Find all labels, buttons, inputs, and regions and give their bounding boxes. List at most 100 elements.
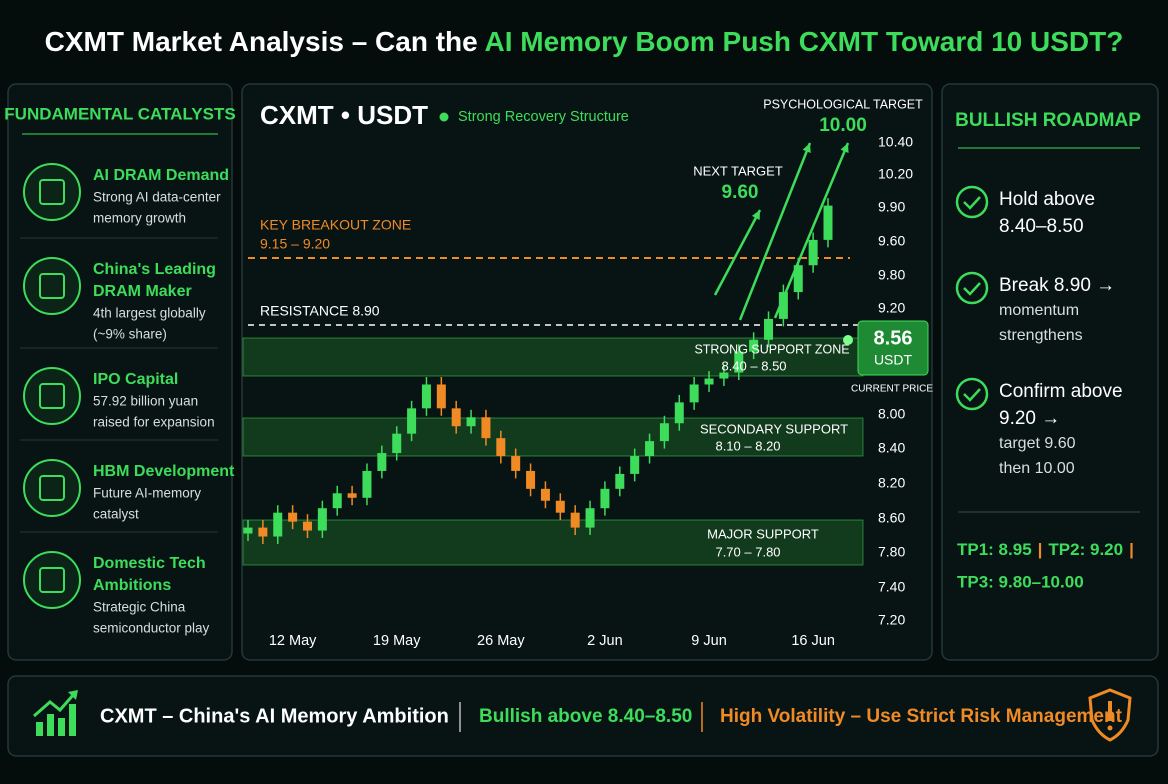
y-axis-label: 10.20 [878,166,913,182]
candle-body [778,292,788,319]
candle-body [347,493,357,498]
roadmap-text: target 9.60 [999,435,1076,452]
candle-body [585,508,595,528]
candle-body [481,417,491,439]
check-mark [963,388,981,402]
catalyst-text: Future AI-memory [93,486,201,501]
catalyst-text: raised for expansion [93,415,215,430]
icon-glyph [39,179,65,205]
candle-body [689,384,699,403]
catalyst-text: Strong AI data-center [93,190,221,205]
candle-body [764,318,774,340]
footer-name: CXMT – China's AI Memory Ambition [100,705,449,727]
candle-body [645,441,655,457]
chart-panel [241,83,933,661]
candle-body [451,408,461,427]
candle-body [332,493,342,509]
annotation: PSYCHOLOGICAL TARGET [763,97,923,111]
y-axis-label: 8.40 [878,440,905,456]
candle-body [421,384,431,409]
catalyst-text: Strategic China [93,600,186,615]
annotation: 9.15 – 9.20 [260,236,330,252]
candle-body [436,384,446,409]
candle-body [377,453,387,471]
catalyst-text: 57.92 billion yuan [93,394,198,409]
roadmap-lead: Hold above [999,189,1095,210]
candle-body [496,438,506,457]
candle-body [273,512,283,537]
candle-body [749,339,759,352]
y-axis-label: 7.20 [878,612,905,628]
candle-body [511,456,521,471]
catalyst-text: (~9% share) [93,327,167,342]
tp3: TP3: 9.80–10.00 [957,572,1084,591]
candle-body [317,508,327,531]
footer-risk: High Volatility – Use Strict Risk Manage… [720,706,1123,727]
roadmap-lead: 8.40–8.50 [999,216,1084,237]
arrow-head [840,143,849,153]
title: CXMT Market Analysis – Can the AI Memory… [45,26,1124,57]
chart-subtitle: Strong Recovery Structure [458,109,629,125]
y-axis-label: 8.20 [878,475,905,491]
annotation: 9.60 [722,182,759,203]
catalyst-text: memory growth [93,211,186,226]
y-axis-label: 10.40 [878,134,913,150]
annotation: SECONDARY SUPPORT [700,421,848,436]
candle-body [243,527,253,534]
annotation: NEXT TARGET [693,163,783,178]
x-tick-label: 9 Jun [691,633,726,649]
check-icon [955,271,989,305]
tp2: TP2: 9.20 [1048,540,1123,559]
candle-body [734,351,744,373]
candle-body [808,239,818,266]
roadmap-panel [941,83,1159,661]
candle-body [615,473,625,489]
title-highlight: AI Memory Boom Push CXMT Toward 10 USDT? [484,26,1123,57]
catalyst-text: 4th largest globally [93,306,206,321]
catalyst-title: AI DRAM Demand [93,167,229,184]
catalyst-icon [23,367,81,425]
support-zone [242,337,864,377]
catalyst-title: Domestic Tech [93,555,206,572]
annotation: KEY BREAKOUT ZONE [260,217,411,233]
separator: | [1129,540,1134,559]
check-icon [955,185,989,219]
y-axis-label: 9.60 [878,233,905,249]
candle-body [600,488,610,509]
catalyst-panel [7,83,233,661]
candle-body [362,470,372,498]
catalyst-title: China's Leading [93,261,216,278]
icon-glyph [39,567,65,593]
y-axis-label: 9.90 [878,199,905,215]
candle-body [674,402,684,424]
candle-body [793,265,803,293]
title-prefix: CXMT Market Analysis – Can the [45,26,478,57]
check-icon [955,377,989,411]
target-arrow [713,209,762,296]
roadmap-text: strengthens [999,327,1083,344]
catalyst-heading: FUNDAMENTAL CATALYSTS [4,104,235,123]
support-zone [242,519,864,566]
annotation: 7.70 – 7.80 [715,544,780,559]
catalyst-icon [23,459,81,517]
y-axis-label: 7.40 [878,579,905,595]
footer-icon [33,690,78,736]
y-axis-label: 8.60 [878,510,905,526]
target-arrow [773,142,850,319]
catalyst-title: DRAM Maker [93,283,192,300]
status-dot [439,112,449,122]
separator: | [1038,540,1043,559]
catalyst-text: semiconductor play [93,621,210,636]
x-tick-label: 12 May [269,633,317,649]
candle-body [630,456,640,474]
current-price: 8.56 [874,327,913,349]
annotation: MAJOR SUPPORT [707,526,819,541]
catalyst-title: HBM Development [93,463,235,480]
candle-body [258,527,268,537]
candle-body [555,500,565,513]
price-dot [843,335,853,345]
candle-body [704,378,714,385]
annotation: 10.00 [819,115,867,136]
target-arrow [738,142,812,321]
